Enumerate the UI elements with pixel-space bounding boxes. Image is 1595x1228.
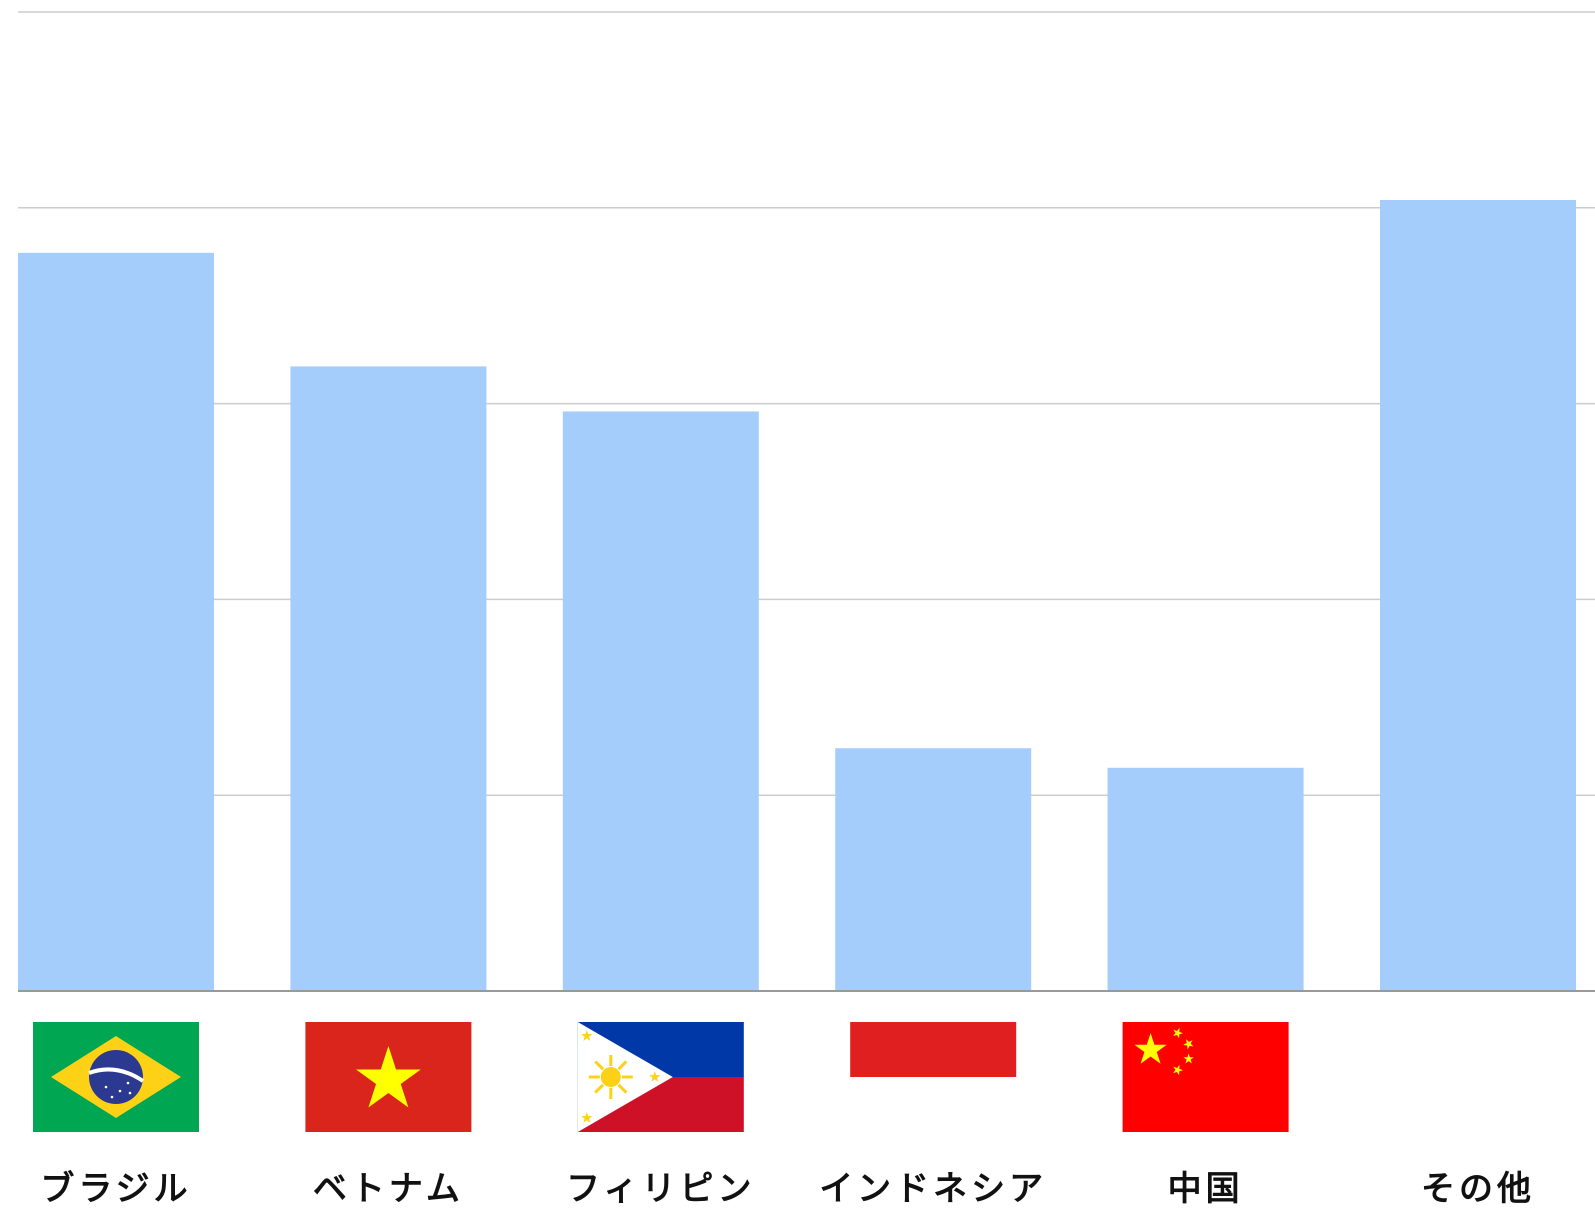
indonesia-flag-icon xyxy=(850,1022,1017,1132)
china-flag-icon xyxy=(1122,1022,1289,1132)
philippines-flag-icon xyxy=(577,1022,744,1132)
x-tick-label: インドネシア xyxy=(819,1169,1047,1209)
x-tick-label: 中国 xyxy=(1168,1169,1244,1209)
bar xyxy=(1107,767,1304,991)
x-tick-label: ブラジル xyxy=(40,1169,191,1209)
bar xyxy=(562,411,759,991)
brazil-flag-icon xyxy=(33,1022,199,1132)
x-tick-label: その他 xyxy=(1421,1169,1535,1209)
flags xyxy=(33,1022,1289,1132)
x-tick-label: ベトナム xyxy=(313,1169,464,1209)
gridlines xyxy=(18,11,1595,796)
bar xyxy=(290,366,487,991)
bar xyxy=(1380,199,1576,991)
bar xyxy=(18,252,214,992)
category-labels: ブラジル ベトナム フィリピン インドネシア 中国 その他 xyxy=(40,1169,1535,1209)
vietnam-flag-icon xyxy=(305,1022,472,1132)
x-tick-label: フィリピン xyxy=(566,1169,755,1209)
bars xyxy=(18,199,1576,992)
bar xyxy=(835,748,1032,991)
